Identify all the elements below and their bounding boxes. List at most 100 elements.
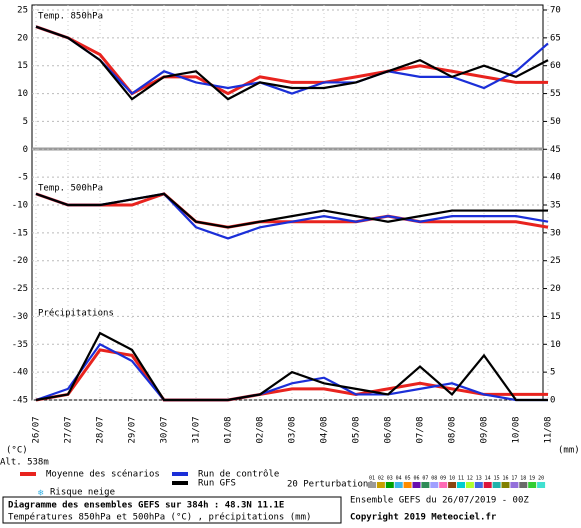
x-tick-label: 06/08 (384, 416, 394, 443)
y2-tick-label: 5 (550, 368, 555, 378)
x-tick-label: 11/08 (544, 416, 554, 443)
y-tick-label: 25 (17, 6, 28, 16)
series-line (35, 342, 548, 402)
perturbations-label: 20 Perturbations (287, 480, 374, 490)
x-tick-label: 27/07 (64, 416, 74, 443)
y2-tick-label: 35 (550, 201, 561, 211)
perturbation-number: 17 (511, 476, 517, 482)
perturbation-number: 04 (396, 476, 402, 482)
y2-tick-label: 45 (550, 145, 561, 155)
x-tick-label: 04/08 (320, 416, 330, 443)
x-tick-label: 31/07 (192, 416, 202, 443)
x-tick-label: 29/07 (128, 416, 138, 443)
y-tick-label: 10 (17, 89, 28, 99)
y-tick-label: -25 (12, 284, 28, 294)
perturbation-number: 18 (520, 476, 526, 482)
y2-tick-label: 0 (550, 396, 555, 406)
perturbation-number: 07 (422, 476, 428, 482)
y-tick-label: -45 (12, 396, 28, 406)
y2-tick-label: 50 (550, 117, 561, 127)
legend-label: Moyenne des scénarios (46, 469, 160, 480)
x-tick-label: 10/08 (512, 416, 522, 443)
y2-tick-label: 30 (550, 228, 561, 238)
footer-box (2, 496, 342, 524)
perturbation-swatch (439, 482, 448, 488)
y-tick-label: -40 (12, 368, 28, 378)
perturbation-swatch (465, 482, 474, 488)
perturbation-swatch (537, 482, 546, 488)
x-tick-label: 09/08 (480, 416, 490, 443)
footer-subtitle: Températures 850hPa et 500hPa (°C) , pré… (8, 512, 311, 523)
run-info: Ensemble GEFS du 26/07/2019 - 00Z (350, 496, 529, 506)
y2-tick-label: 65 (550, 33, 561, 43)
perturbation-swatch (483, 482, 492, 488)
x-tick-label: 01/08 (224, 416, 234, 443)
perturbation-swatch (430, 482, 439, 488)
y2-tick-label: 15 (550, 312, 561, 322)
perturbation-number: 05 (405, 476, 411, 482)
panel-label: Temp. 850hPa (38, 12, 103, 22)
x-tick-label: 26/07 (32, 416, 42, 443)
panel-label: Précipitations (38, 308, 114, 319)
copyright: Copyright 2019 Meteociel.fr (350, 512, 497, 523)
perturbation-number: 06 (413, 476, 419, 482)
perturbation-swatch (492, 482, 501, 488)
x-tick-label: 07/08 (416, 416, 426, 443)
perturbation-number: 19 (529, 476, 535, 482)
y-tick-label: 0 (23, 145, 28, 155)
altitude: Alt. 538m (0, 458, 49, 468)
perturbation-swatch (421, 482, 430, 488)
y-tick-label: -15 (12, 228, 28, 238)
perturbation-swatch (376, 482, 385, 488)
perturbation-number: 11 (458, 476, 464, 482)
perturbation-number: 12 (467, 476, 473, 482)
x-tick-label: 02/08 (256, 416, 266, 443)
series-line (35, 192, 548, 229)
perturbation-swatch (528, 482, 537, 488)
perturbation-number: 14 (485, 476, 491, 482)
y2-tick-label: 60 (550, 61, 561, 71)
perturbation-number: 08 (431, 476, 437, 482)
series-line (35, 348, 548, 402)
x-tick-label: 08/08 (448, 416, 458, 443)
perturbation-number: 10 (449, 476, 455, 482)
y2-tick-label: 25 (550, 256, 561, 266)
perturbation-number: 02 (378, 476, 384, 482)
footer-title: Diagramme des ensembles GEFS sur 384h : … (8, 500, 284, 511)
y2-tick-label: 70 (550, 6, 561, 16)
perturbation-swatch (501, 482, 510, 488)
y-tick-label: -20 (12, 256, 28, 266)
y2-tick-label: 40 (550, 173, 561, 183)
y-tick-label: -35 (12, 340, 28, 350)
y-tick-label: -30 (12, 312, 28, 322)
legend-label: Run GFS (198, 479, 236, 489)
y-tick-label: 20 (17, 33, 28, 43)
perturbation-swatch (394, 482, 403, 488)
x-tick-label: 05/08 (352, 416, 362, 443)
perturbation-swatch (412, 482, 421, 488)
perturbation-swatch (457, 482, 465, 488)
x-tick-label: 28/07 (96, 416, 106, 443)
perturbation-swatch (519, 482, 528, 488)
y-tick-label: 5 (23, 117, 28, 127)
perturbation-swatch (385, 482, 394, 488)
perturbation-number: 01 (369, 476, 375, 482)
perturbation-number: 03 (387, 476, 393, 482)
perturbation-swatch (510, 482, 519, 488)
y2-axis-label: (mm) (558, 446, 580, 456)
y-tick-label: 15 (17, 61, 28, 71)
x-tick-label: 03/08 (288, 416, 298, 443)
perturbation-number: 20 (538, 476, 544, 482)
y2-tick-label: 20 (550, 284, 561, 294)
perturbation-number: 09 (440, 476, 446, 482)
y2-tick-label: 10 (550, 340, 561, 350)
y-axis-label: (°C) (6, 446, 28, 456)
perturbation-number: 13 (476, 476, 482, 482)
perturbation-swatch (368, 482, 376, 488)
perturbation-swatch (474, 482, 483, 488)
legend-label: Run de contrôle (198, 469, 279, 480)
panel-label: Temp. 500hPa (38, 184, 103, 194)
x-tick-label: 30/07 (160, 416, 170, 443)
series-line (35, 25, 549, 101)
